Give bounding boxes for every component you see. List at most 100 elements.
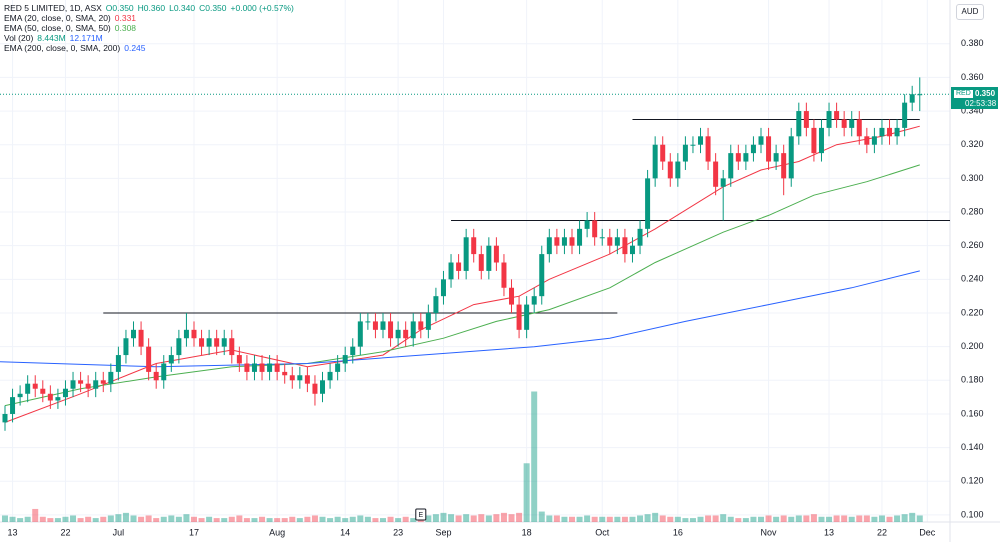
volume-bar: [138, 516, 145, 522]
candle-body: [40, 388, 46, 394]
candle-body: [176, 338, 182, 356]
volume-bar: [122, 512, 129, 522]
x-tick-label: 16: [673, 527, 683, 537]
volume-bar: [448, 514, 455, 522]
volume-bar: [32, 508, 39, 522]
volume-bar: [130, 515, 137, 522]
volume-bar: [221, 518, 228, 522]
candle-body: [471, 237, 477, 255]
candle-body: [811, 127, 817, 154]
volume-bar: [107, 515, 114, 522]
volume-bar: [357, 515, 364, 522]
candle-body: [183, 329, 189, 339]
candle-body: [531, 296, 537, 305]
y-tick-label: 0.200: [961, 341, 984, 351]
volume-bar: [478, 514, 485, 522]
currency-button[interactable]: AUD: [956, 4, 984, 20]
candle-body: [887, 127, 893, 137]
candle-body: [788, 136, 794, 179]
volume-bar: [886, 516, 893, 522]
volume-bar: [516, 512, 523, 522]
candle-body: [365, 321, 371, 323]
candle-body: [796, 111, 802, 137]
volume-bar: [584, 515, 591, 522]
indicator-name: EMA (200, close, 0, SMA, 200): [4, 43, 121, 53]
volume-bar: [538, 511, 545, 522]
y-tick-label: 0.240: [961, 274, 984, 284]
candle-body: [682, 144, 688, 162]
candle-body: [607, 237, 613, 246]
y-tick-label: 0.120: [961, 476, 984, 486]
candle-body: [758, 136, 764, 145]
candle-body: [297, 375, 303, 381]
candle-body: [304, 375, 310, 384]
volume-bar: [153, 518, 160, 522]
volume-bar: [553, 515, 560, 522]
volume-bar: [735, 518, 742, 522]
candle-body: [395, 329, 401, 339]
candle-body: [879, 127, 885, 137]
candle-body: [713, 161, 719, 187]
volume-bar: [485, 515, 492, 522]
indicator-value: 0.245: [124, 43, 146, 53]
volume-bar: [168, 515, 175, 522]
tag-countdown: 02:53:38: [965, 99, 997, 109]
candle-body: [244, 363, 250, 372]
volume-bar: [546, 515, 553, 522]
volume-bar: [470, 515, 477, 522]
volume-bar: [100, 516, 107, 522]
volume-bar: [833, 515, 840, 522]
candle-body: [10, 397, 16, 414]
candle-body: [259, 363, 265, 372]
x-tick-label: 14: [340, 527, 350, 537]
volume-bar: [455, 515, 462, 522]
tag-price: 0.350: [975, 89, 996, 99]
event-marker-label: E: [418, 512, 423, 519]
candle-body: [660, 144, 666, 162]
candle-body: [47, 393, 53, 401]
candle-body: [418, 321, 424, 330]
volume-bar: [24, 516, 31, 522]
candle-body: [584, 220, 590, 229]
volume-bar: [629, 516, 636, 522]
volume-bar: [410, 518, 417, 522]
candle-body: [554, 237, 560, 246]
volume-bar: [878, 515, 885, 522]
candle-body: [191, 329, 197, 339]
volume-bar: [251, 518, 258, 522]
volume-bar: [757, 516, 764, 522]
volume-bar: [17, 518, 24, 522]
candle-body: [410, 321, 416, 339]
candle-body: [599, 237, 605, 239]
volume-bar: [243, 518, 250, 522]
volume-bar: [228, 516, 235, 522]
candle-body: [781, 153, 787, 179]
volume-bar: [274, 518, 281, 522]
indicator-value: 0.308: [114, 23, 137, 33]
candle-body: [93, 380, 99, 389]
volume-bar: [70, 515, 77, 522]
candle-body: [705, 136, 711, 162]
volume-bar: [319, 516, 326, 522]
candle-body: [131, 329, 137, 339]
volume-bar: [364, 516, 371, 522]
y-tick-label: 0.140: [961, 442, 984, 452]
volume-bar: [77, 518, 84, 522]
candle-body: [282, 371, 288, 376]
x-tick-label: 22: [877, 527, 887, 537]
candle-body: [433, 296, 439, 313]
volume-bar: [281, 518, 288, 522]
candle-body: [478, 254, 484, 271]
candle-body: [766, 136, 772, 162]
price-tag: RED 0.350 02:53:38: [951, 87, 998, 110]
ohlc: O0.350: [105, 3, 134, 13]
ohlc: H0.360: [137, 3, 166, 13]
candle-body: [123, 338, 129, 356]
volume-bar: [901, 514, 908, 522]
candle-body: [645, 178, 651, 229]
candle-body: [516, 304, 522, 330]
y-tick-label: 0.360: [961, 72, 984, 82]
candle-body: [380, 321, 386, 330]
